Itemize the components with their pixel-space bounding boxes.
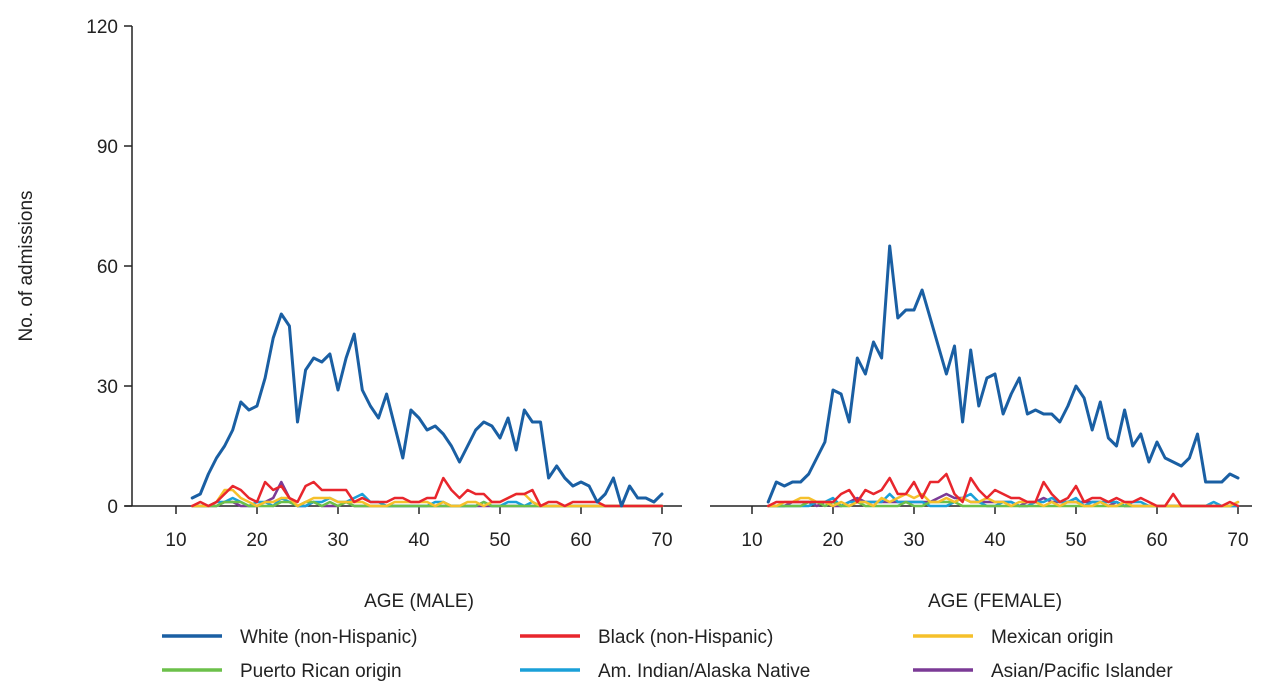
legend-label: Asian/Pacific Islander [991, 661, 1173, 682]
x-tick-label: 30 [903, 530, 924, 551]
x-tick-label: 40 [408, 530, 429, 551]
legend-label: Puerto Rican origin [240, 661, 402, 682]
x-tick-label: 60 [570, 530, 591, 551]
x-tick-label: 20 [822, 530, 843, 551]
legend-label: Mexican origin [991, 627, 1114, 648]
legend-item: Asian/Pacific Islander [913, 661, 1173, 682]
x-tick-label: 20 [246, 530, 267, 551]
series-line-black-non-hispanic [766, 472, 1240, 508]
x-tick-label: 70 [651, 530, 672, 551]
legend-item: Am. Indian/Alaska Native [520, 661, 810, 682]
axes: 0 30 60 90 120 10 20 30 40 50 60 70 AGE (MALE) 10 20 30… [86, 17, 1252, 612]
legend: White (non-Hispanic) Black (non-Hispanic)… [162, 627, 1173, 682]
legend-item: White (non-Hispanic) [162, 627, 417, 648]
plot-lines [190, 244, 1240, 508]
y-tick-label: 30 [97, 377, 118, 398]
y-tick-label: 0 [107, 497, 118, 518]
series-line-mexican-origin [190, 488, 664, 508]
x-axis-title: AGE (FEMALE) [928, 591, 1062, 612]
y-tick-label: 60 [97, 257, 118, 278]
series-line-white-non-hispanic [766, 244, 1240, 504]
series-line-black-non-hispanic [190, 476, 664, 508]
y-axis-title: No. of admissions [16, 190, 37, 341]
legend-item: Puerto Rican origin [162, 661, 402, 682]
x-tick-label: 30 [327, 530, 348, 551]
legend-item: Mexican origin [913, 627, 1114, 648]
x-tick-label: 50 [489, 530, 510, 551]
x-tick-label: 50 [1065, 530, 1086, 551]
y-tick-label: 120 [86, 17, 118, 38]
x-tick-label: 10 [741, 530, 762, 551]
legend-label: Black (non-Hispanic) [598, 627, 773, 648]
x-tick-label: 70 [1227, 530, 1248, 551]
x-tick-label: 10 [165, 530, 186, 551]
x-tick-label: 60 [1146, 530, 1167, 551]
legend-label: Am. Indian/Alaska Native [598, 661, 810, 682]
series-line-white-non-hispanic [190, 312, 664, 508]
y-tick-label: 90 [97, 137, 118, 158]
legend-item: Black (non-Hispanic) [520, 627, 773, 648]
x-tick-label: 40 [984, 530, 1005, 551]
x-axis-title: AGE (MALE) [364, 591, 474, 612]
legend-label: White (non-Hispanic) [240, 627, 417, 648]
